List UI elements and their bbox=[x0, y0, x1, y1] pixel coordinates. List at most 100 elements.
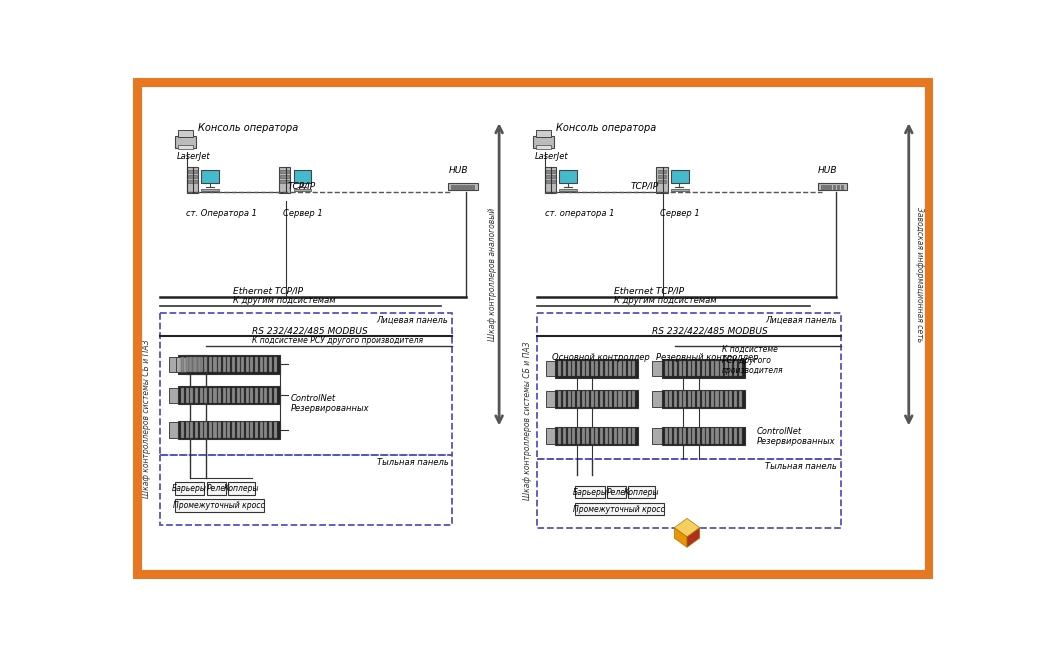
Bar bbox=[568, 428, 571, 444]
Bar bbox=[159, 455, 452, 525]
Bar bbox=[537, 459, 841, 528]
Bar bbox=[251, 422, 254, 437]
Bar bbox=[595, 428, 598, 444]
Bar bbox=[670, 428, 673, 444]
Bar bbox=[661, 427, 745, 445]
Bar bbox=[614, 428, 617, 444]
Bar bbox=[200, 422, 203, 437]
Bar bbox=[687, 428, 691, 444]
Bar bbox=[829, 185, 831, 189]
Bar bbox=[245, 357, 249, 372]
Bar bbox=[228, 387, 231, 403]
Bar bbox=[665, 391, 668, 407]
Bar bbox=[734, 391, 737, 407]
Bar bbox=[678, 391, 681, 407]
Bar bbox=[581, 428, 584, 444]
Text: Лицевая панель: Лицевая панель bbox=[765, 316, 837, 325]
Bar bbox=[725, 428, 728, 444]
Text: К другим подсистемам: К другим подсистемам bbox=[614, 296, 717, 305]
Bar bbox=[581, 391, 584, 407]
Bar bbox=[186, 355, 207, 374]
Bar bbox=[209, 357, 212, 372]
Text: Ethernet TCP/IP: Ethernet TCP/IP bbox=[614, 287, 684, 296]
Bar bbox=[281, 170, 289, 173]
Bar bbox=[577, 428, 580, 444]
Bar bbox=[711, 428, 713, 444]
Bar bbox=[619, 391, 622, 407]
Bar bbox=[657, 180, 667, 183]
Bar bbox=[189, 357, 192, 372]
Bar bbox=[734, 361, 737, 376]
Bar bbox=[251, 357, 254, 372]
Bar bbox=[632, 428, 635, 444]
Bar bbox=[463, 185, 466, 189]
Bar bbox=[175, 499, 263, 512]
Bar bbox=[260, 387, 263, 403]
Bar bbox=[274, 387, 277, 403]
Bar bbox=[674, 428, 677, 444]
Bar bbox=[661, 359, 745, 378]
Bar bbox=[558, 391, 562, 407]
Text: Промежуточный кросс: Промежуточный кросс bbox=[573, 504, 666, 514]
Bar bbox=[693, 391, 696, 407]
Bar bbox=[837, 185, 839, 189]
Bar bbox=[194, 387, 198, 403]
Bar bbox=[678, 428, 681, 444]
Bar bbox=[693, 361, 696, 376]
Bar bbox=[456, 185, 458, 189]
Bar bbox=[693, 428, 696, 444]
Bar bbox=[190, 357, 193, 372]
Bar bbox=[181, 357, 184, 372]
Bar bbox=[451, 185, 454, 189]
Text: RS 232/422/485 MODBUS: RS 232/422/485 MODBUS bbox=[652, 326, 769, 335]
Bar bbox=[711, 361, 713, 376]
Bar bbox=[706, 428, 709, 444]
Bar bbox=[607, 486, 626, 499]
Bar bbox=[188, 175, 197, 178]
Bar bbox=[178, 386, 281, 404]
Bar bbox=[623, 391, 626, 407]
Bar bbox=[546, 175, 554, 178]
Bar bbox=[241, 357, 244, 372]
Bar bbox=[591, 428, 594, 444]
Bar bbox=[260, 357, 263, 372]
Bar bbox=[614, 391, 617, 407]
Bar bbox=[702, 391, 705, 407]
Bar bbox=[534, 136, 553, 148]
Bar bbox=[697, 428, 700, 444]
Bar bbox=[734, 428, 737, 444]
Bar bbox=[204, 387, 207, 403]
Bar bbox=[678, 361, 681, 376]
Bar bbox=[587, 361, 590, 376]
Text: Шкаф контроллеров аналоговый: Шкаф контроллеров аналоговый bbox=[489, 208, 497, 341]
Bar bbox=[260, 422, 263, 437]
Bar bbox=[720, 361, 723, 376]
Bar bbox=[274, 357, 277, 372]
Bar bbox=[671, 170, 688, 183]
Bar bbox=[181, 387, 184, 403]
Bar bbox=[223, 387, 226, 403]
Bar bbox=[204, 422, 207, 437]
Bar bbox=[683, 428, 686, 444]
Bar bbox=[269, 387, 272, 403]
Bar bbox=[591, 361, 594, 376]
Bar bbox=[168, 357, 178, 372]
Bar bbox=[281, 180, 289, 183]
Bar bbox=[738, 361, 742, 376]
Bar bbox=[656, 166, 668, 193]
Bar bbox=[623, 361, 626, 376]
Bar bbox=[619, 361, 622, 376]
Bar bbox=[572, 361, 575, 376]
Bar bbox=[720, 428, 723, 444]
Bar bbox=[264, 357, 267, 372]
Bar bbox=[209, 387, 212, 403]
Text: Лицевая панель: Лицевая панель bbox=[376, 316, 448, 325]
Bar bbox=[460, 185, 462, 189]
Bar bbox=[575, 486, 604, 499]
Bar bbox=[236, 357, 239, 372]
Bar bbox=[255, 422, 258, 437]
Bar bbox=[661, 390, 745, 408]
Bar bbox=[657, 170, 667, 173]
Bar bbox=[563, 428, 566, 444]
Bar bbox=[213, 387, 216, 403]
